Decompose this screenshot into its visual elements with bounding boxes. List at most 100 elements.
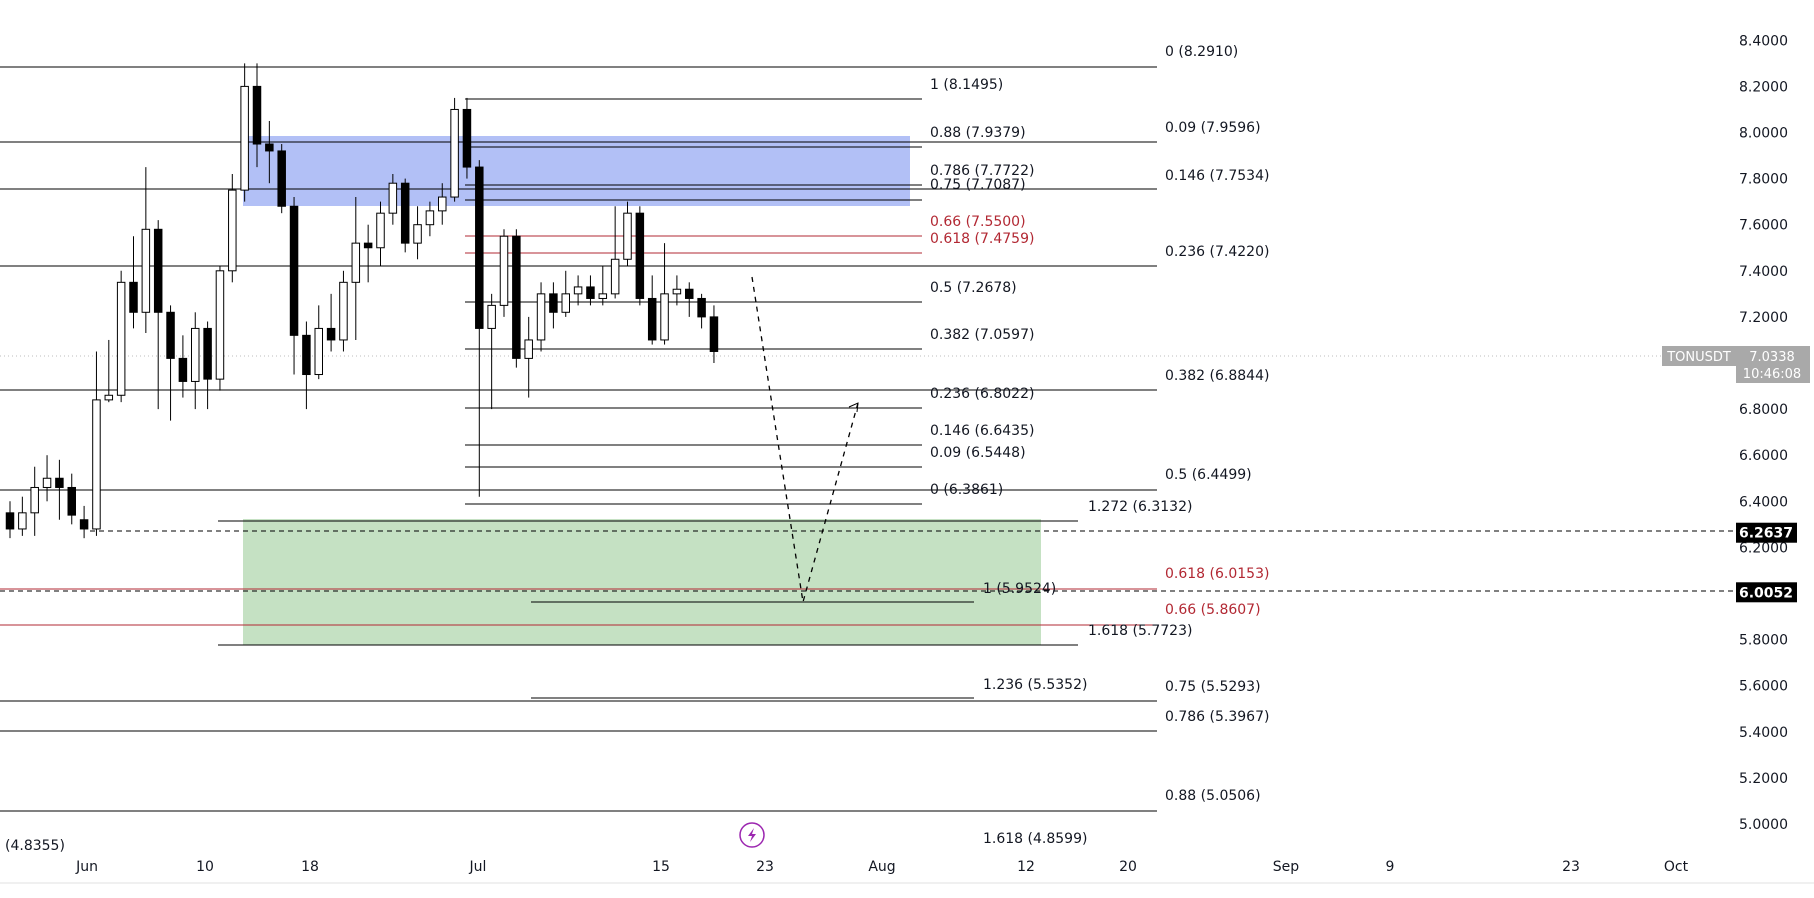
candle	[326, 293, 336, 352]
fib-label: 0.5 (6.4499)	[1165, 467, 1252, 483]
candle-body	[586, 286, 595, 299]
candle	[351, 197, 361, 340]
candle-body	[30, 486, 39, 514]
candle-body	[573, 286, 583, 295]
candle	[228, 173, 237, 283]
candle	[536, 282, 546, 352]
candle	[104, 339, 114, 403]
candle-body	[598, 293, 608, 299]
fib-label: 1 (5.9524)	[983, 581, 1056, 597]
candle	[240, 63, 249, 202]
candle-body	[462, 108, 472, 168]
symbol-tag-text: TONUSDT	[1666, 350, 1731, 365]
candle	[549, 282, 558, 329]
x-tick-label: Jun	[75, 859, 98, 875]
fib-label: 0.75 (5.5293)	[1165, 679, 1261, 695]
supply-zone-blue[interactable]	[243, 136, 910, 206]
candle	[129, 236, 138, 329]
candle-body	[425, 210, 435, 226]
y-tick-label: 6.8000	[1739, 402, 1788, 418]
candle	[92, 351, 101, 536]
candle	[524, 316, 533, 398]
candle	[302, 321, 311, 410]
candle-body	[104, 394, 114, 401]
candle-body	[265, 143, 274, 152]
candle-body	[42, 477, 52, 488]
price-tag-bg	[1736, 582, 1797, 603]
candle	[685, 282, 694, 317]
fib-label: 1 (8.1495)	[930, 77, 1003, 93]
candle-body	[191, 327, 200, 382]
candle-body	[55, 477, 64, 488]
candle	[265, 120, 274, 184]
candle	[166, 305, 175, 421]
fib-label: 0.146 (6.6435)	[930, 423, 1034, 439]
fib-label: 0.382 (6.8844)	[1165, 368, 1269, 384]
candle-body	[215, 270, 225, 380]
fib-label: 1.618 (5.7723)	[1088, 623, 1192, 639]
candle-body	[67, 486, 76, 516]
y-tick-label: 8.4000	[1739, 33, 1788, 49]
candle-body	[326, 327, 336, 341]
price-tag-text: 6.2637	[1739, 526, 1793, 542]
x-tick-label: Jul	[469, 859, 487, 875]
projection-arrowhead	[848, 402, 859, 413]
x-tick-label: 10	[196, 859, 214, 875]
candle	[18, 496, 27, 536]
candle	[289, 197, 299, 375]
candle	[598, 266, 608, 306]
candle	[79, 505, 89, 539]
candle	[314, 305, 323, 380]
candle	[487, 293, 496, 410]
fib-label: 0.75 (7.7087)	[930, 177, 1026, 193]
candle	[363, 224, 373, 283]
x-tick-label: 23	[756, 859, 774, 875]
candle	[191, 312, 200, 410]
fib-label: 0.66 (7.5500)	[930, 214, 1026, 230]
candles-layer	[5, 63, 719, 539]
y-tick-label: 8.0000	[1739, 126, 1788, 142]
x-tick-label: Aug	[868, 859, 895, 875]
candle	[450, 97, 459, 202]
y-tick-label: 8.2000	[1739, 79, 1788, 95]
candle	[42, 455, 52, 502]
candle-body	[228, 189, 237, 272]
fib-label: 1.618 (4.8599)	[983, 831, 1087, 847]
y-tick-label: 5.0000	[1739, 817, 1788, 833]
candle-body	[5, 512, 15, 530]
x-tick-label: 20	[1119, 859, 1137, 875]
candle-body	[610, 258, 620, 295]
x-tick-label: 23	[1562, 859, 1580, 875]
candle	[388, 173, 398, 225]
candle	[5, 501, 15, 539]
y-tick-label: 7.2000	[1739, 310, 1788, 326]
candle	[400, 178, 410, 253]
time-axis[interactable]: Jun 10 18 Jul 15 23 Aug 12 20 Sep 9 23 Oct	[0, 859, 1814, 884]
fib-label: 0.5 (7.2678)	[930, 280, 1017, 296]
lightning-icon[interactable]	[739, 822, 765, 848]
candle-body	[709, 316, 719, 352]
price-axis[interactable]: 8.4000 8.2000 8.0000 7.8000 7.6000 7.4000 7.20…	[1739, 33, 1788, 833]
candle	[277, 144, 286, 214]
candle	[178, 335, 188, 398]
candle-body	[339, 281, 348, 341]
candle-body	[252, 85, 262, 145]
x-tick-label: Sep	[1273, 859, 1300, 875]
candle	[438, 183, 447, 225]
demand-zone-green[interactable]	[243, 519, 1041, 645]
candle-body	[129, 281, 138, 313]
candle-body	[536, 293, 546, 341]
price-tags-layer: 6.2637 6.0052	[1736, 522, 1797, 603]
fib-label: 0.146 (7.7534)	[1165, 168, 1269, 184]
candle	[709, 305, 719, 363]
fib-label: 0.786 (5.3967)	[1165, 709, 1269, 725]
y-tick-label: 5.8000	[1739, 633, 1788, 649]
candle-body	[166, 311, 175, 359]
candle-body	[660, 293, 669, 341]
fib-label: 0.236 (7.4220)	[1165, 244, 1269, 260]
candle-body	[376, 212, 385, 249]
candle	[561, 270, 570, 317]
candle-body	[351, 242, 361, 283]
candle-body	[153, 228, 163, 313]
